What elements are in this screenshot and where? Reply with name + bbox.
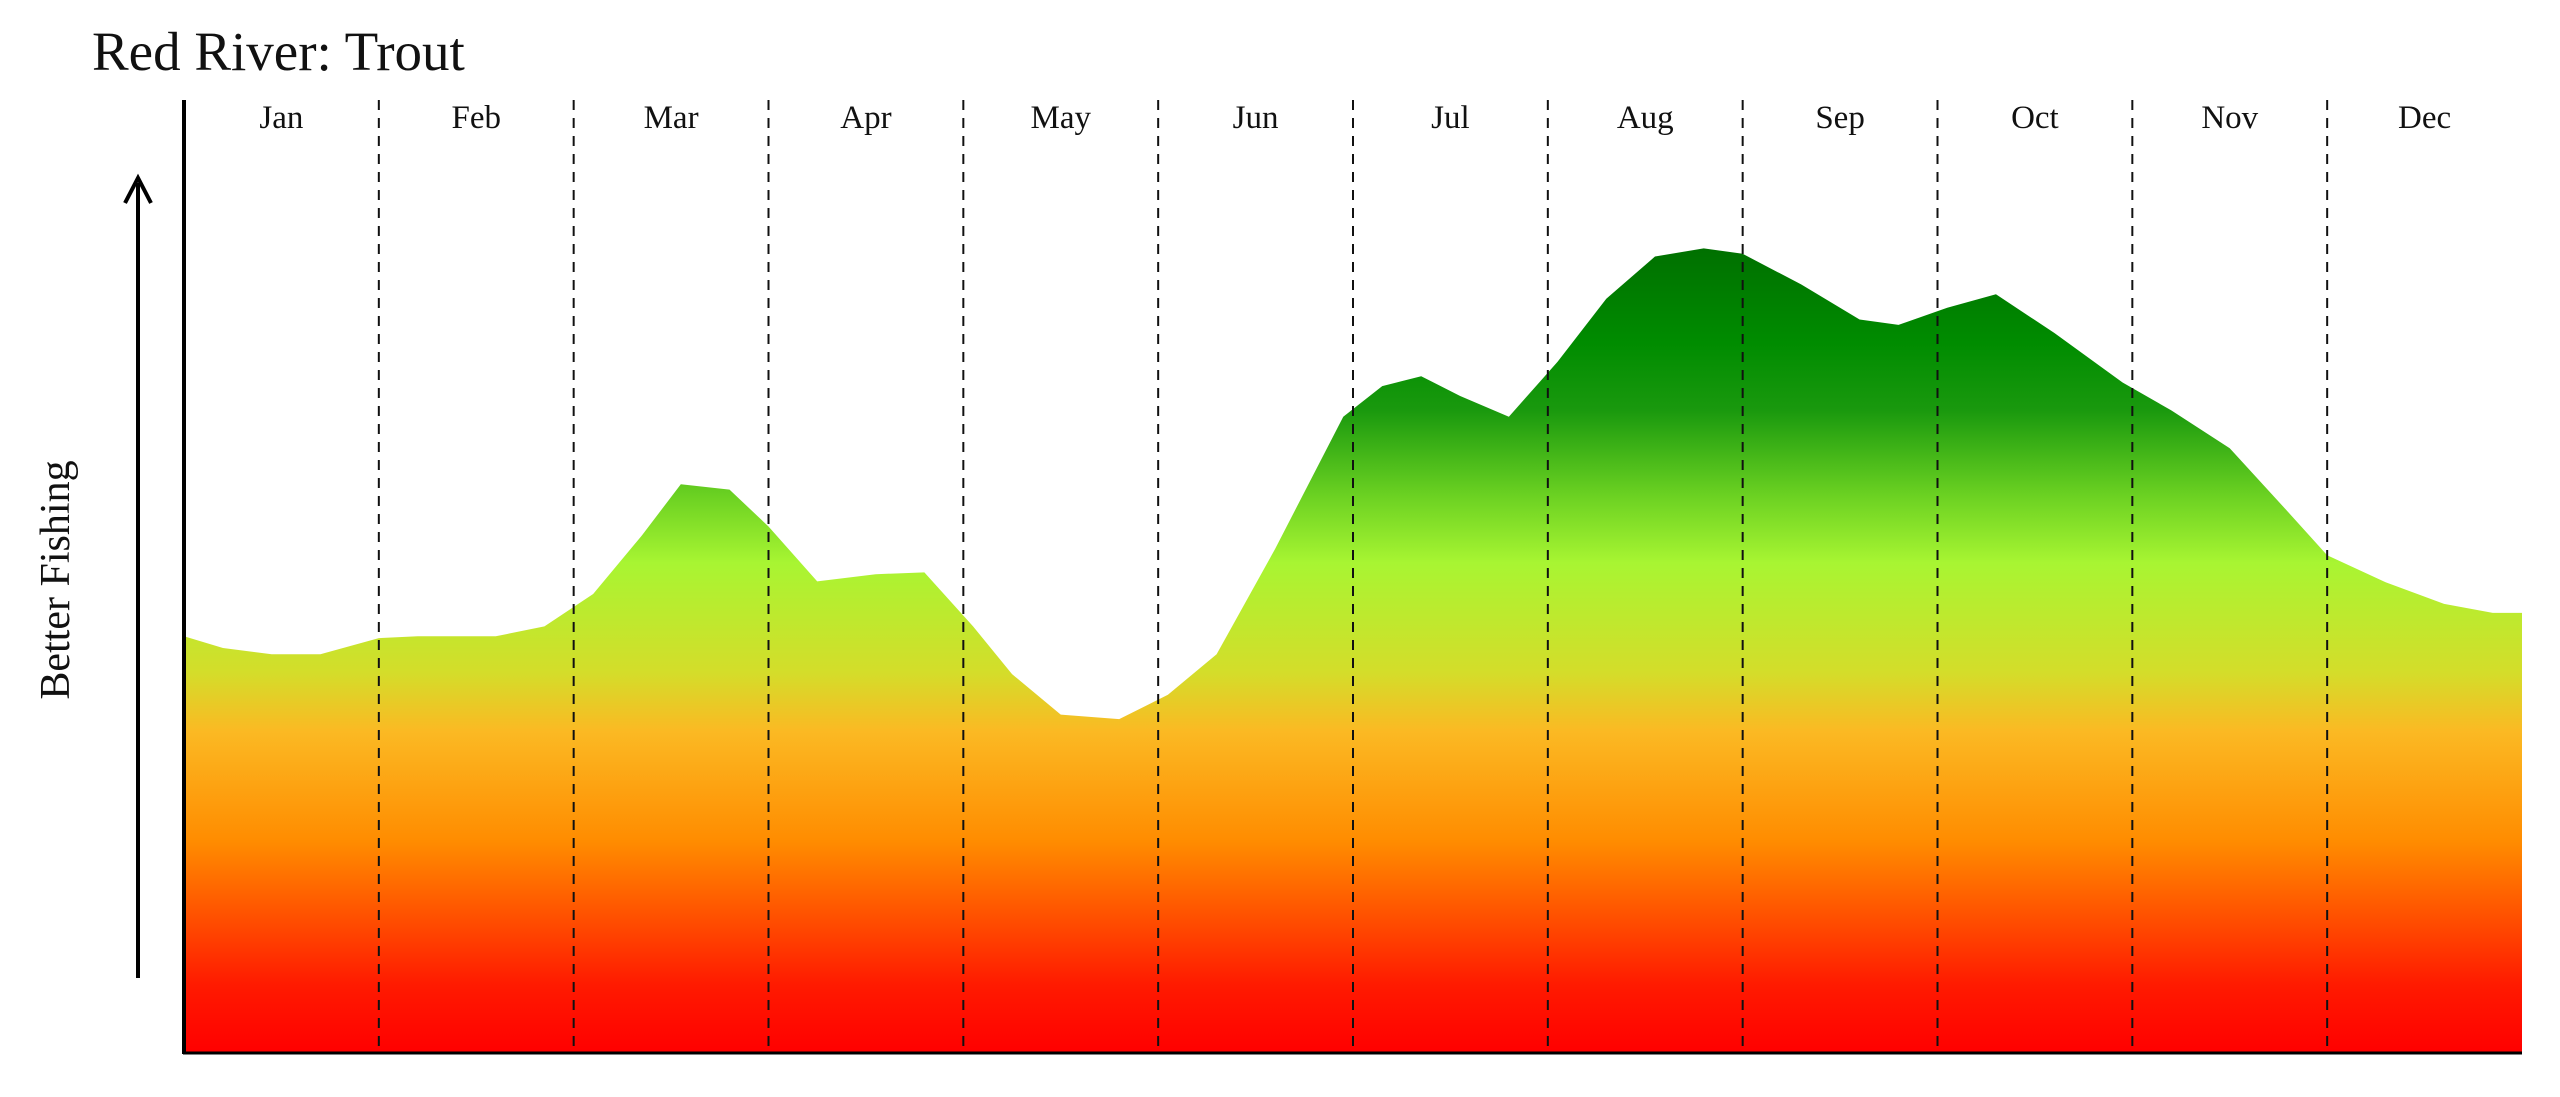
month-label-feb: Feb (452, 100, 502, 136)
month-label-sep: Sep (1815, 100, 1865, 136)
month-label-oct: Oct (2011, 100, 2059, 136)
month-label-nov: Nov (2201, 100, 2258, 136)
month-label-jul: Jul (1431, 100, 1470, 136)
month-label-mar: Mar (644, 100, 699, 136)
month-label-dec: Dec (2398, 100, 2451, 136)
month-label-apr: Apr (840, 100, 891, 136)
month-labels: Jan Feb Mar Apr May Jun Jul Aug Sep Oct Nov Dec (259, 100, 2451, 136)
month-label-aug: Aug (1617, 100, 1674, 136)
month-label-jun: Jun (1233, 100, 1279, 136)
month-dividers (377, 100, 2329, 1053)
month-label-jan: Jan (259, 100, 303, 136)
month-label-may: May (1031, 100, 1092, 136)
chart-title: Red River: Trout (92, 21, 465, 82)
up-arrow-icon (123, 173, 153, 978)
